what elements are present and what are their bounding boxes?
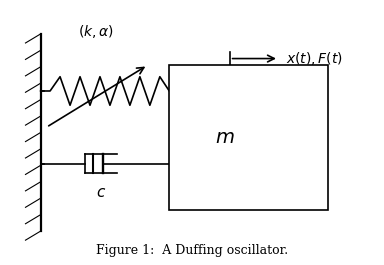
Text: $m$: $m$ (215, 129, 235, 147)
Text: $(k, \alpha)$: $(k, \alpha)$ (78, 23, 113, 40)
Bar (169, 65, 328, 210)
Text: $x(t), F(t)$: $x(t), F(t)$ (286, 50, 343, 67)
Text: $c$: $c$ (96, 187, 106, 200)
Text: Figure 1:  A Duffing oscillator.: Figure 1: A Duffing oscillator. (96, 244, 288, 257)
